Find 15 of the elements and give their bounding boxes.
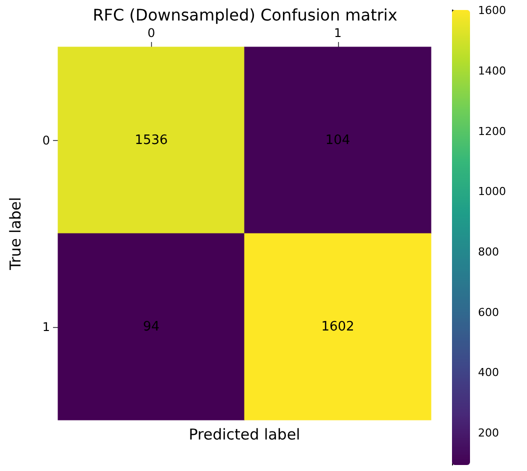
color-bar-label: 1600 xyxy=(478,4,506,18)
data-label: 104 xyxy=(325,132,350,148)
data-label: 94 xyxy=(142,319,160,334)
color-bar-label: 400 xyxy=(478,366,499,380)
data-label: 1602 xyxy=(321,319,354,334)
color-bar-label: 1400 xyxy=(478,64,506,78)
color-bar-label: 1000 xyxy=(478,185,506,198)
color-bar-label: 200 xyxy=(478,426,499,440)
color-bar-label: 800 xyxy=(478,245,499,258)
y-axis-title: True label xyxy=(6,197,24,271)
color-bar-label: 600 xyxy=(478,306,499,319)
data-label: 1536 xyxy=(134,132,168,148)
x-axis-title: Predicted label xyxy=(188,426,300,444)
color-bar-label: 1200 xyxy=(478,124,506,138)
chart-title: RFC (Downsampled) Confusion matrix xyxy=(92,6,398,24)
